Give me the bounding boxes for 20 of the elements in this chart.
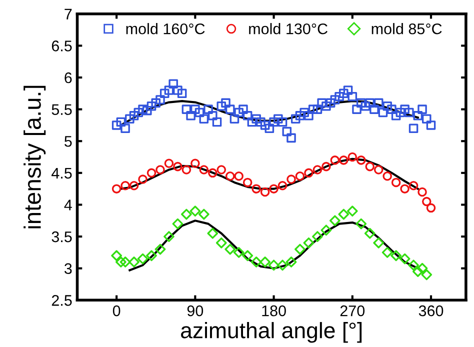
y-tick-label: 6	[64, 72, 72, 84]
y-tick-label: 4	[64, 200, 72, 210]
legend-label: mold 85°C	[372, 23, 442, 34]
x-tick-label: 0	[112, 305, 120, 316]
x-tick-label: 180	[262, 305, 286, 316]
y-tick-label: 6.5	[52, 40, 72, 52]
x-tick-label: 360	[418, 305, 444, 316]
y-tick-label: 3	[64, 263, 72, 274]
x-tick-label: 90	[187, 305, 204, 316]
x-axis-title: azimuthal angle [°]	[181, 322, 362, 343]
y-tick-label: 3.5	[52, 231, 72, 242]
legend-label: mold 130°C	[249, 23, 328, 34]
y-tick-label: 7	[64, 8, 72, 20]
y-tick-label: 5.5	[52, 104, 72, 115]
y-axis-title: intensity [a.u.]	[24, 86, 46, 228]
legend-label: mold 160°C	[126, 23, 205, 34]
x-tick-label: 270	[340, 305, 365, 316]
y-tick-label: 5	[64, 136, 72, 147]
y-tick-label: 4.5	[52, 168, 72, 179]
y-tick-label: 2.5	[52, 295, 72, 306]
